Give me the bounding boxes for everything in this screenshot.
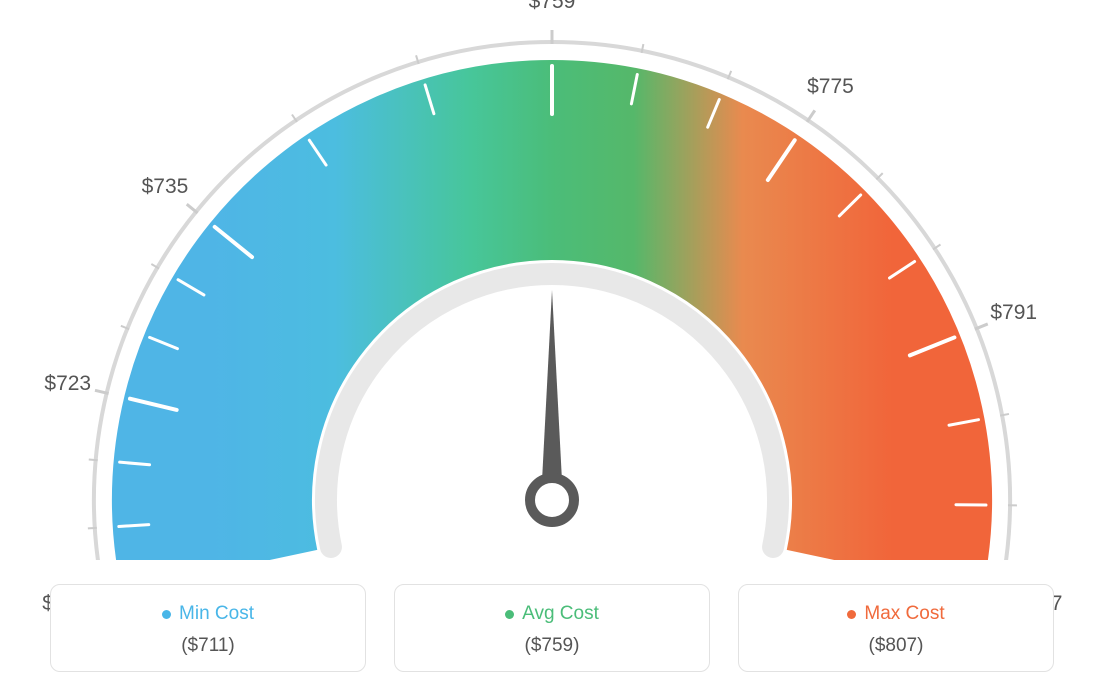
gauge-tick-label: $759 <box>529 0 576 14</box>
legend-value: ($759) <box>405 635 699 657</box>
legend-label: Avg Cost <box>522 603 599 625</box>
legend-title-min: Min Cost <box>61 603 355 625</box>
legend-title-avg: Avg Cost <box>405 603 699 625</box>
gauge-tick-label: $775 <box>807 75 854 99</box>
legend-label: Min Cost <box>179 603 254 625</box>
legend-card-max: Max Cost ($807) <box>738 584 1054 672</box>
legend-label: Max Cost <box>864 603 944 625</box>
legend-card-avg: Avg Cost ($759) <box>394 584 710 672</box>
legend-value: ($711) <box>61 635 355 657</box>
dot-icon <box>505 610 514 619</box>
dot-icon <box>162 610 171 619</box>
legend-value: ($807) <box>749 635 1043 657</box>
gauge-tick-label: $735 <box>142 175 189 199</box>
gauge-tick-label: $723 <box>44 372 91 396</box>
dot-icon <box>847 610 856 619</box>
legend-card-min: Min Cost ($711) <box>50 584 366 672</box>
gauge-chart: $711$723$735$759$775$791$807 <box>0 0 1104 560</box>
gauge-svg <box>0 0 1104 560</box>
gauge-tick-label: $791 <box>990 301 1037 325</box>
legend-row: Min Cost ($711) Avg Cost ($759) Max Cost… <box>50 584 1054 672</box>
legend-title-max: Max Cost <box>749 603 1043 625</box>
